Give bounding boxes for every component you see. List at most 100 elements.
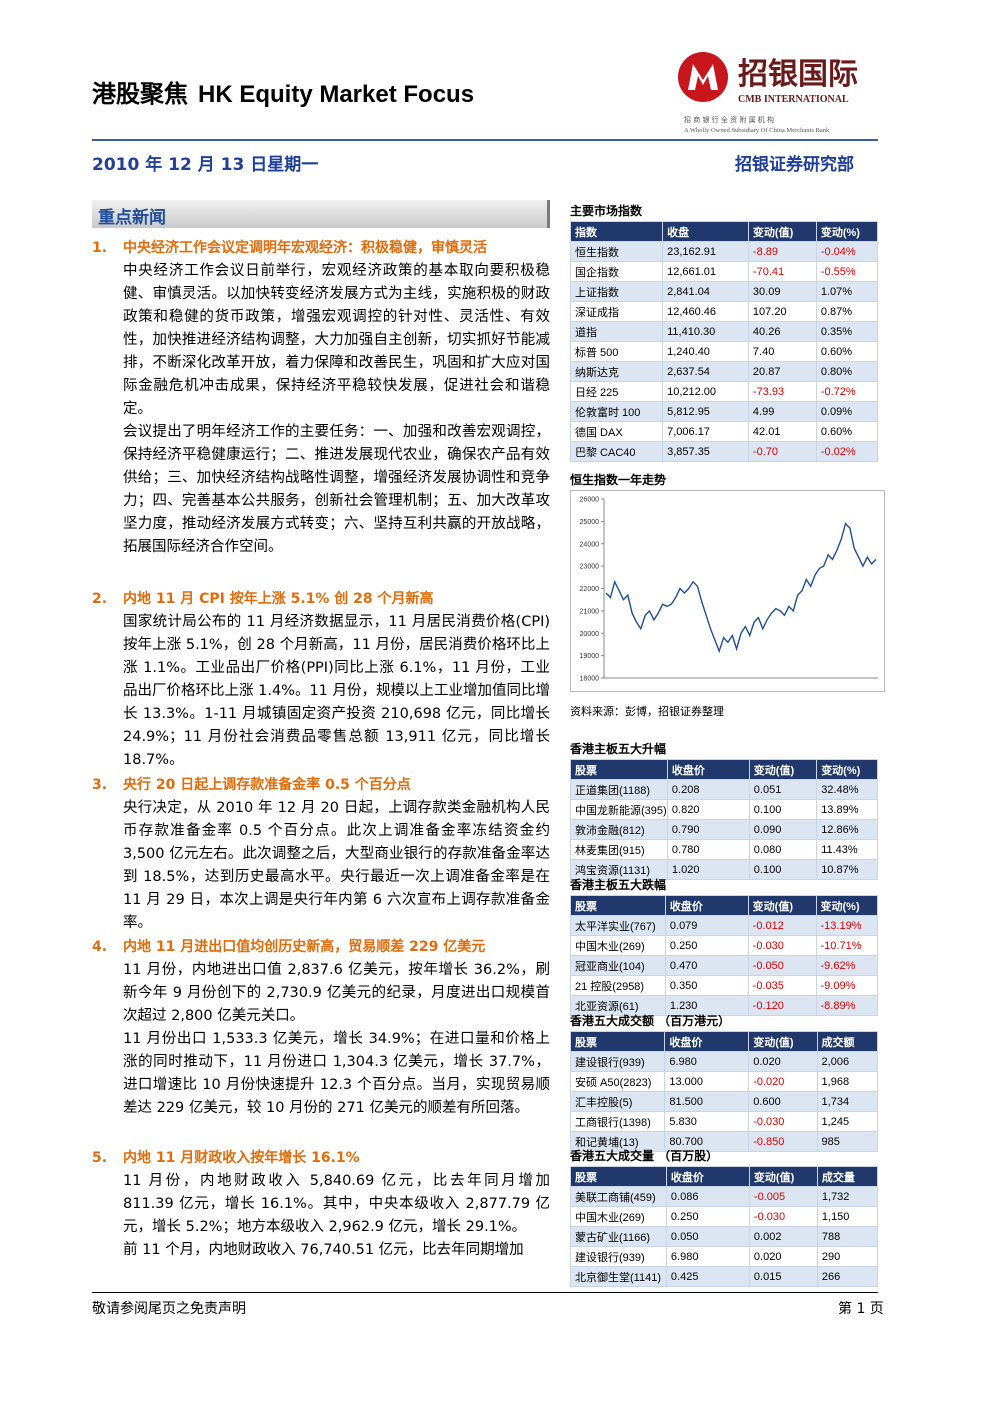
table-cell: 10,212.00 — [662, 381, 749, 402]
table-cell: 0.100 — [748, 799, 818, 820]
table-cell: 40.26 — [747, 321, 817, 342]
table-cell: 0.425 — [665, 1266, 750, 1287]
table-cell: 0.015 — [748, 1266, 818, 1287]
y-tick-label: 23000 — [580, 564, 600, 571]
table-header: 股票 收盘价 变动(值) 变动(%) — [570, 759, 878, 780]
y-tick-label: 21000 — [580, 608, 600, 615]
header-cell: 股票 — [570, 759, 668, 780]
header-cell: 变动(值) — [748, 1031, 818, 1052]
table-cell: 6.980 — [664, 1051, 750, 1072]
table-cell: 0.020 — [748, 1051, 818, 1072]
item-number: 1. — [92, 240, 108, 256]
table-cell: 0.250 — [665, 1206, 750, 1227]
table-row: 中国龙新能源(395) 0.820 0.100 13.89% — [570, 799, 878, 820]
table-cell: -0.035 — [747, 975, 817, 996]
item-number: 3. — [92, 777, 108, 793]
news-item: 3. 央行 20 日起上调存款准备金率 0.5 个百分点 央行决定，从 2010 年… — [92, 774, 550, 935]
table-cell: 80.700 — [664, 1131, 750, 1152]
table-row: 日经 225 10,212.00 -73.93 -0.72% — [569, 381, 879, 402]
table-cell: 1,240.40 — [662, 341, 749, 362]
title-cn: 港股聚焦 — [92, 80, 188, 108]
table-cell: -0.020 — [748, 1071, 818, 1092]
table-cell: -0.55% — [815, 261, 879, 282]
table-cell: 0.35% — [815, 321, 879, 342]
table-row: 和记黄埔(13) 80.700 -0.850 985 — [569, 1131, 879, 1152]
table-cell: -0.030 — [747, 935, 817, 956]
table-cell: 985 — [816, 1131, 879, 1152]
department: 招银证券研究部 — [735, 155, 854, 175]
table-cell: 国企指数 — [569, 261, 664, 282]
table-row: 林麦集团(915) 0.780 0.080 11.43% — [570, 839, 878, 860]
item-title: 内地 11 月进出口值均创历史新高，贸易顺差 229 亿美元 — [123, 939, 486, 955]
table-cell: 中国木业(269) — [570, 1206, 667, 1227]
header-cell: 成交额 — [816, 1031, 879, 1052]
header-cell: 变动(值) — [748, 759, 818, 780]
item-paragraph: 国家统计局公布的 11 月经济数据显示，11 月居民消费价格(CPI)按年上涨 … — [123, 614, 550, 768]
table-cell: 建设银行(939) — [569, 1051, 666, 1072]
table-row: 太平洋实业(767) 0.079 -0.012 -13.19% — [570, 915, 878, 936]
table-row: 标普 500 1,240.40 7.40 0.60% — [569, 341, 879, 362]
news-item: 1. 中央经济工作会议定调明年宏观经济：积极稳健，审慎灵活 中央经济工作会议日前举行… — [92, 237, 550, 559]
header-cell: 变动(值) — [747, 895, 817, 916]
table-cell: 290 — [816, 1246, 879, 1267]
table-header: 股票 收盘价 变动(值) 成交量 — [570, 1166, 879, 1187]
table-cell: 鸿宝资源(1131) — [570, 859, 668, 880]
table-row: 冠亚商业(104) 0.470 -0.050 -9.62% — [570, 955, 878, 976]
table-cell: -8.89 — [747, 241, 817, 262]
data-table-block: 香港五大成交额 （百万港元） 股票 收盘价 变动(值) 成交额 建设银行(939) 6.98… — [569, 1012, 879, 1152]
item-title: 内地 11 月 CPI 按年上涨 5.1% 创 28 个月新高 — [123, 591, 434, 607]
table-title: 香港主板五大升幅 — [570, 742, 667, 756]
table-row: 中国木业(269) 0.250 -0.030 -10.71% — [570, 935, 878, 956]
table-cell: 1.230 — [664, 995, 749, 1016]
logo-sub-en: A Wholly Owned Subsidiary Of China Merch… — [684, 127, 830, 134]
item-number: 4. — [92, 939, 108, 955]
header-cell: 股票 — [569, 1031, 666, 1052]
table-cell: 0.790 — [666, 819, 750, 840]
table-cell: 0.050 — [665, 1226, 750, 1247]
y-tick-label: 22000 — [580, 586, 600, 593]
table-cell: 0.87% — [815, 301, 879, 322]
table-cell: 深证成指 — [569, 301, 664, 322]
logo-circle — [678, 52, 728, 102]
table-cell: 和记黄埔(13) — [569, 1131, 666, 1152]
table-cell: 2,637.54 — [662, 361, 749, 382]
table-cell: 0.80% — [815, 361, 879, 382]
table-cell: -8.89% — [815, 995, 878, 1016]
item-number: 2. — [92, 591, 108, 607]
table-cell: 1,150 — [816, 1206, 879, 1227]
table-cell: 道指 — [569, 321, 664, 342]
table-cell: 1,732 — [816, 1186, 879, 1207]
table-row: 巴黎 CAC40 3,857.35 -0.70 -0.02% — [569, 441, 879, 462]
table-cell: 788 — [816, 1226, 879, 1247]
table-cell: 1,245 — [816, 1111, 879, 1132]
table-cell: 13.000 — [664, 1071, 750, 1092]
header-cell: 收盘价 — [664, 1031, 750, 1052]
table-cell: 德国 DAX — [569, 421, 664, 442]
header-cell: 收盘价 — [664, 895, 749, 916]
table-cell: 0.60% — [815, 421, 879, 442]
table-row: 德国 DAX 7,006.17 42.01 0.60% — [569, 421, 879, 442]
table-cell: 0.09% — [815, 401, 879, 422]
item-number: 5. — [92, 1150, 108, 1166]
y-tick-label: 19000 — [580, 653, 600, 660]
header-cell: 股票 — [570, 1166, 667, 1187]
table-cell: -70.41 — [747, 261, 817, 282]
table-cell: 纳斯达克 — [569, 361, 664, 382]
table-row: 建设银行(939) 6.980 0.020 2,006 — [569, 1051, 879, 1072]
table-cell: 伦敦富时 100 — [569, 401, 664, 422]
table-cell: 3,857.35 — [662, 441, 749, 462]
table-cell: 266 — [816, 1266, 879, 1287]
table-header: 股票 收盘价 变动(值) 变动(%) — [570, 895, 878, 916]
chart-frame — [570, 490, 885, 692]
header-cell: 变动(值) — [748, 1166, 818, 1187]
item-paragraph: 11 月份，内地进出口值 2,837.6 亿美元，按年增长 36.2%，刷新今年… — [123, 962, 550, 1024]
table-cell: 工商银行(1398) — [569, 1111, 666, 1132]
logo-sub-cn: 招 商 银 行 全 资 附 属 机 构 — [684, 115, 774, 124]
logo-cn: 招银国际 — [738, 57, 858, 92]
logo: 招银国际 CMB INTERNATIONAL 招 商 银 行 全 资 附 属 机… — [678, 52, 858, 134]
table-row: 21 控股(2958) 0.350 -0.035 -9.09% — [570, 975, 878, 996]
table-row: 中国木业(269) 0.250 -0.030 1,150 — [570, 1206, 879, 1227]
table-cell: -0.850 — [748, 1131, 818, 1152]
y-tick-label: 26000 — [580, 497, 600, 504]
